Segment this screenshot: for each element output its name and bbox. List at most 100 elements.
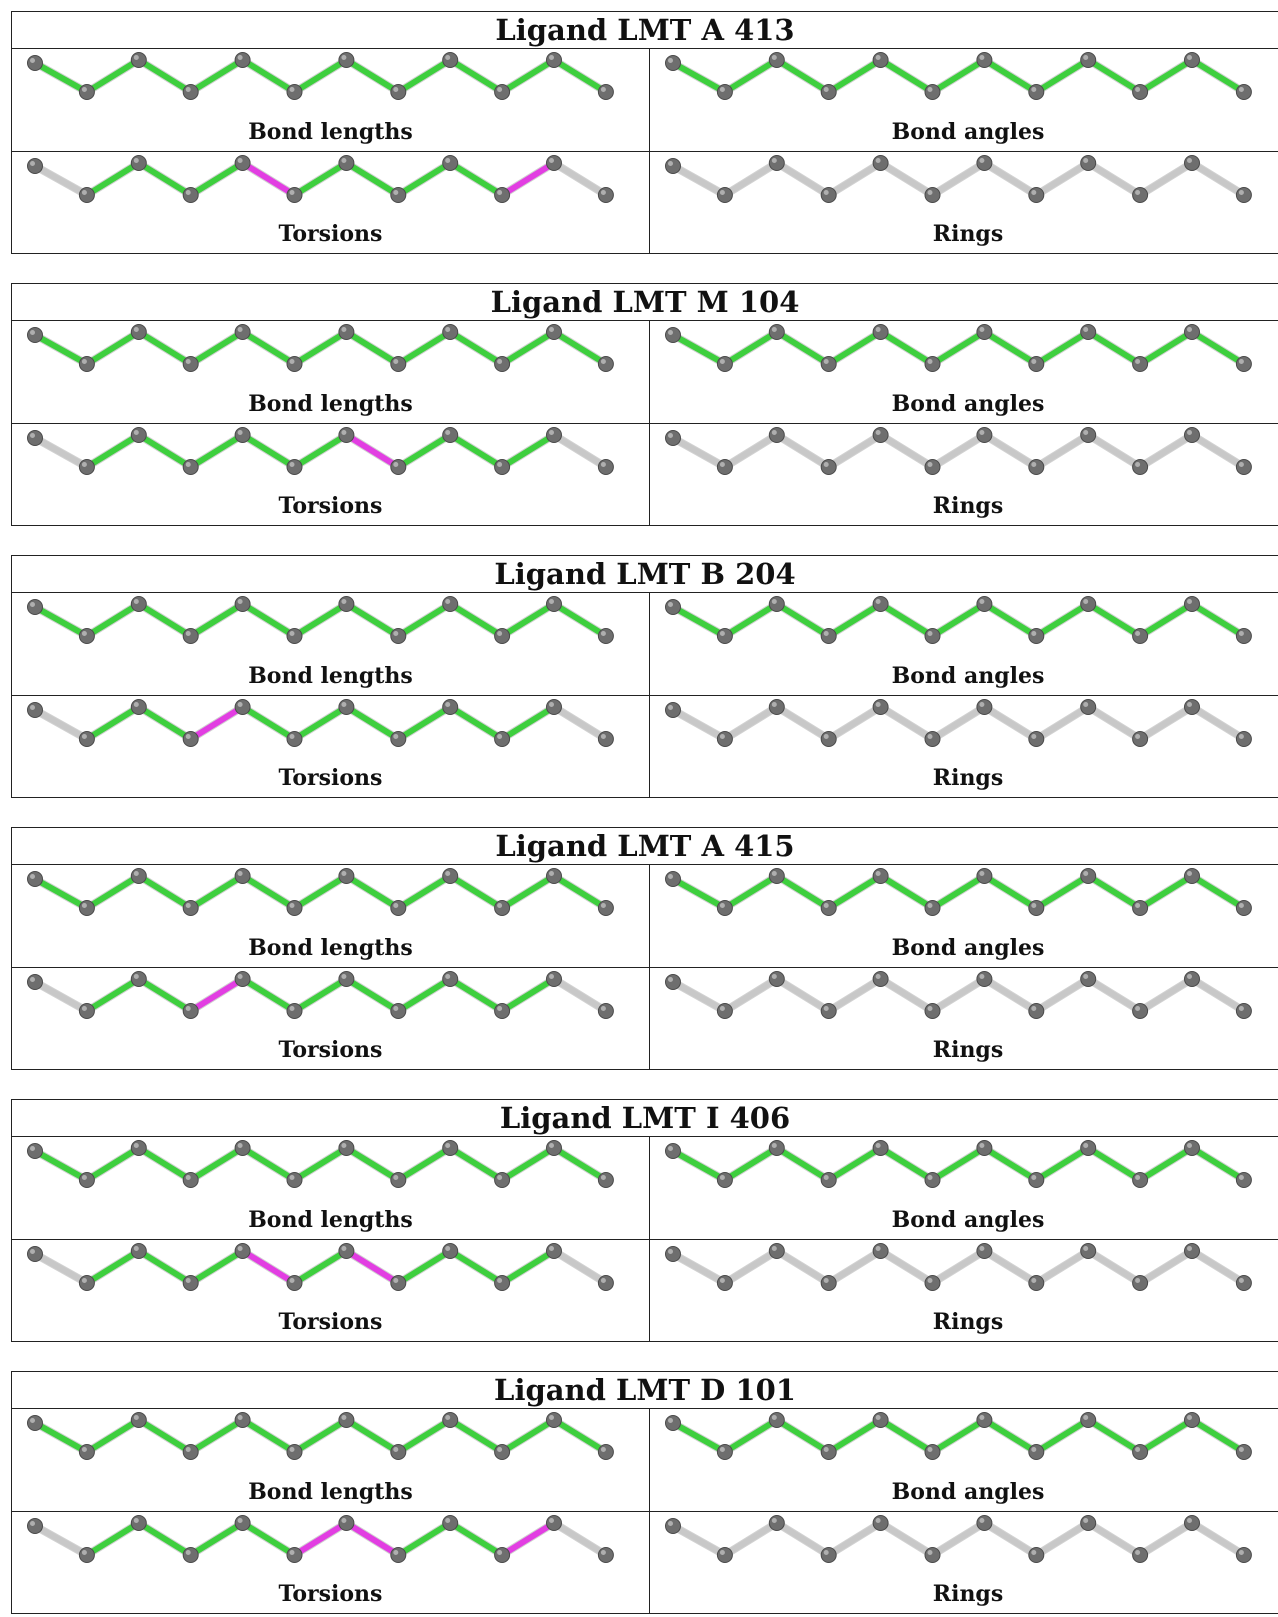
atom-highlight: [823, 1278, 829, 1283]
atom-highlight: [341, 1246, 347, 1251]
atom: [27, 1415, 43, 1431]
atom: [286, 1444, 303, 1460]
atom: [78, 187, 95, 203]
bond-unchecked: [1137, 1248, 1195, 1286]
atom-highlight: [133, 974, 139, 979]
atom: [665, 1415, 681, 1431]
atom-highlight: [719, 1447, 725, 1452]
panel-label: Torsions: [278, 1581, 383, 1607]
atom: [597, 1003, 614, 1019]
atom: [768, 324, 785, 340]
atom: [494, 356, 511, 372]
bond-ok: [291, 329, 350, 367]
atom-highlight: [979, 430, 985, 435]
atom-highlight: [927, 1175, 933, 1180]
atom: [1184, 1412, 1200, 1428]
atom: [716, 1547, 733, 1563]
atom: [27, 599, 43, 615]
bond-ok: [981, 601, 1040, 639]
atom-highlight: [823, 1447, 829, 1452]
atom-highlight: [927, 359, 933, 364]
bond-unchecked: [670, 1523, 728, 1558]
atom: [768, 699, 785, 715]
bond-unchecked: [551, 976, 609, 1014]
atom: [872, 971, 889, 987]
atom: [872, 699, 889, 715]
atom-highlight: [771, 1246, 777, 1251]
atom-highlight: [1238, 1278, 1244, 1283]
atom-highlight: [393, 190, 399, 195]
atom: [768, 971, 785, 987]
atom-highlight: [549, 974, 554, 979]
atom: [546, 596, 562, 612]
atom-highlight: [1031, 462, 1037, 467]
atom-highlight: [393, 631, 399, 636]
atom-highlight: [1187, 1143, 1192, 1148]
atom: [286, 628, 303, 644]
bond-unchecked: [721, 976, 780, 1014]
atom: [597, 1547, 614, 1563]
bond-ok: [499, 1248, 557, 1286]
atom-highlight: [771, 430, 777, 435]
bond-unchecked: [1137, 432, 1195, 470]
atom: [1080, 868, 1097, 884]
bond-outlier: [499, 160, 557, 198]
atom: [338, 155, 355, 171]
bond-unchecked: [32, 1251, 90, 1286]
atom-highlight: [341, 974, 347, 979]
bond-unchecked: [670, 979, 728, 1014]
atom-highlight: [341, 871, 347, 876]
atom: [78, 1444, 95, 1460]
bond-ok: [135, 432, 194, 470]
atom: [872, 324, 889, 340]
panel-label: Bond lengths: [248, 663, 413, 689]
bond-ok: [447, 160, 506, 198]
bond-ok: [343, 160, 402, 198]
atom-highlight: [289, 462, 295, 467]
bond-ok: [670, 604, 728, 639]
atom-highlight: [1083, 430, 1089, 435]
bond-unchecked: [981, 160, 1040, 198]
atom-highlight: [1238, 87, 1244, 92]
bond-unchecked: [32, 707, 90, 742]
atom: [976, 971, 993, 987]
atom-highlight: [393, 734, 399, 739]
atom-highlight: [445, 158, 451, 163]
atom: [442, 52, 459, 68]
atom-highlight: [1083, 158, 1089, 163]
atom: [78, 1547, 95, 1563]
atom: [820, 459, 837, 475]
bond-unchecked: [721, 432, 780, 470]
atom-highlight: [133, 158, 139, 163]
atom-highlight: [237, 871, 243, 876]
atom-highlight: [549, 599, 554, 604]
atom-highlight: [668, 1249, 673, 1254]
zigzag-molecule-chain-icon: [665, 699, 1252, 747]
bond-ok: [447, 1520, 506, 1558]
bond-ok: [929, 1145, 988, 1183]
bond-unchecked: [670, 163, 728, 198]
bond-unchecked: [1189, 976, 1247, 1014]
bond-unchecked: [773, 1520, 832, 1558]
atom-highlight: [1031, 1550, 1037, 1555]
panel-label: Bond angles: [891, 391, 1045, 417]
bond-ok: [670, 332, 728, 367]
atom-highlight: [393, 1006, 399, 1011]
bond-ok: [135, 1520, 194, 1558]
atom-highlight: [549, 158, 554, 163]
atom-highlight: [30, 1418, 35, 1423]
bond-ok: [877, 873, 936, 911]
bond-ok: [929, 601, 988, 639]
atom: [130, 427, 147, 443]
atom-highlight: [771, 1415, 777, 1420]
atom-highlight: [875, 871, 881, 876]
bond-unchecked: [32, 979, 90, 1014]
atom-highlight: [133, 1415, 139, 1420]
atom-highlight: [1135, 190, 1141, 195]
bond-ok: [499, 976, 557, 1014]
atom: [390, 1172, 407, 1188]
bond-ok: [721, 57, 780, 95]
atom-highlight: [289, 734, 295, 739]
atom: [976, 155, 993, 171]
atom-highlight: [1031, 1006, 1037, 1011]
